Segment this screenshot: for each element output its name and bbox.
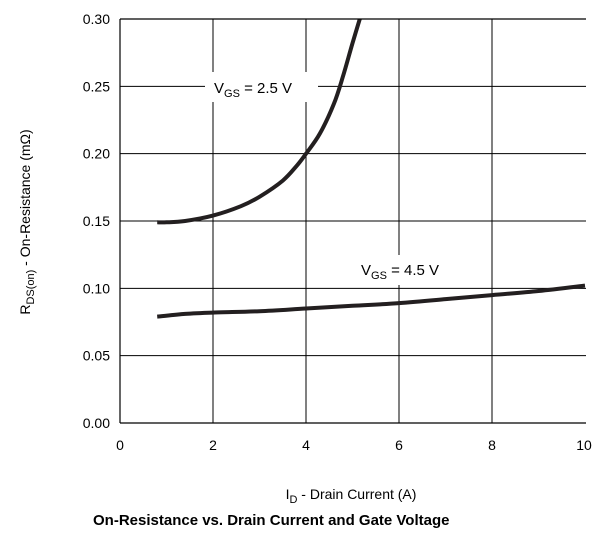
series-label-mask-2-5v (205, 72, 318, 102)
y-tick-label-0.05: 0.05 (83, 348, 110, 364)
x-tick-label-8: 8 (488, 437, 496, 453)
y-tick-labels: 0.00 0.05 0.10 0.15 0.20 0.25 0.30 (83, 11, 110, 431)
x-tick-label-2: 2 (209, 437, 217, 453)
x-tick-labels: 0 2 4 6 8 10 (116, 437, 592, 453)
x-tick-label-0: 0 (116, 437, 124, 453)
chart-title: On-Resistance vs. Drain Current and Gate… (93, 512, 449, 529)
series-line-2 (157, 283, 586, 319)
y-tick-label-0.25: 0.25 (83, 78, 110, 94)
y-axis-label: RDS(on) - On-Resistance (mΩ) (17, 129, 37, 314)
x-tick-label-6: 6 (395, 437, 403, 453)
x-axis-label: ID - Drain Current (A) (286, 486, 417, 506)
y-tick-label-0.30: 0.30 (83, 11, 110, 27)
series-label-vgs-2-5v: VGS = 2.5 V (214, 80, 292, 100)
y-tick-label-0.00: 0.00 (83, 415, 110, 431)
series-lines (157, 19, 586, 319)
x-tick-label-4: 4 (302, 437, 310, 453)
series-label-mask-4-5v (353, 255, 466, 285)
x-tick-label-10: 10 (576, 437, 592, 453)
plot-frame (119, 18, 586, 424)
series-line-1 (157, 19, 362, 225)
series-label-vgs-4-5v: VGS = 4.5 V (361, 262, 439, 282)
y-tick-label-0.20: 0.20 (83, 146, 110, 162)
y-tick-label-0.10: 0.10 (83, 280, 110, 296)
y-tick-label-0.15: 0.15 (83, 213, 110, 229)
